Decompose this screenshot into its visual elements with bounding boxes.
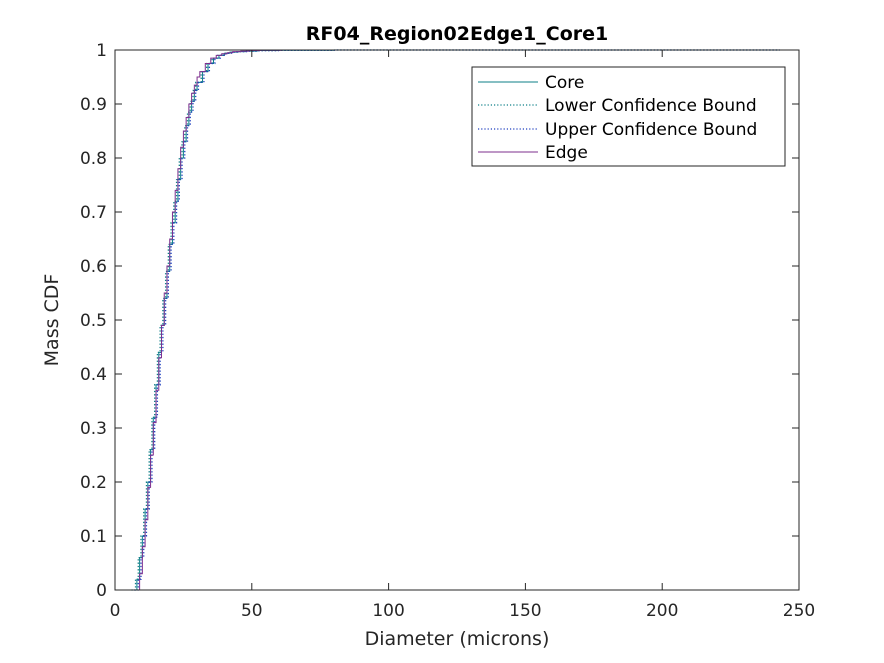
legend-label-lower-bound: Lower Confidence Bound [545, 96, 757, 116]
legend-label-edge: Edge [545, 143, 588, 163]
x-axis: 0 50 100 150 200 250 [110, 50, 815, 621]
y-tick-label: 0.3 [80, 419, 107, 439]
legend-box [471, 66, 786, 167]
y-axis: 0 0.1 0.2 0.3 0.4 0.5 0.6 0.7 0.8 0.9 1 [80, 41, 799, 601]
y-tick-label: 0.2 [80, 473, 107, 493]
x-tick-label: 100 [372, 601, 404, 621]
y-axis-label: Mass CDF [41, 274, 63, 367]
x-axis-label: Diameter (microns) [365, 628, 550, 650]
legend-label-core: Core [545, 73, 584, 93]
y-tick-label: 1 [96, 41, 107, 61]
y-tick-label: 0.5 [80, 311, 107, 331]
legend: Core Lower Confidence Bound Upper Confid… [471, 66, 786, 167]
x-tick-label: 200 [646, 601, 678, 621]
y-tick-label: 0.7 [80, 203, 107, 223]
y-tick-label: 0.1 [80, 527, 107, 547]
y-tick-label: 0.4 [80, 365, 107, 385]
x-tick-label: 50 [241, 601, 263, 621]
x-tick-label: 150 [509, 601, 541, 621]
legend-label-upper-bound: Upper Confidence Bound [545, 120, 757, 140]
y-tick-label: 0.8 [80, 149, 107, 169]
series-line-edge [136, 49, 780, 591]
y-tick-label: 0.9 [80, 95, 107, 115]
y-tick-label: 0.6 [80, 257, 107, 277]
y-tick-label: 0 [96, 581, 107, 601]
series-layer [131, 49, 780, 591]
x-tick-label: 250 [783, 601, 815, 621]
x-tick-label: 0 [110, 601, 121, 621]
chart-title: RF04_Region02Edge1_Core1 [306, 23, 608, 45]
